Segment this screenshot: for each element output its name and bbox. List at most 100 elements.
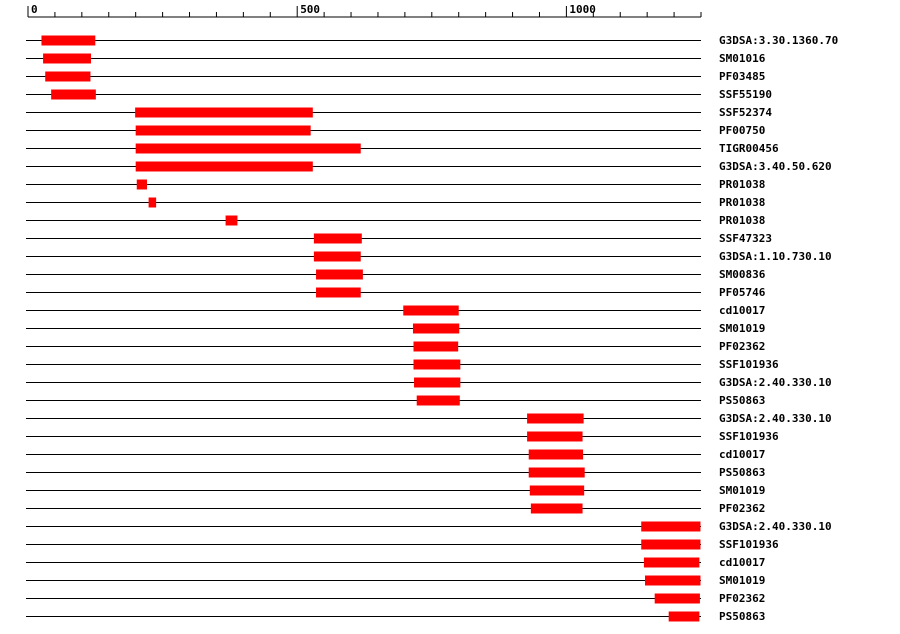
feature-bar[interactable] bbox=[45, 71, 91, 82]
feature-label: TIGR00456 bbox=[719, 142, 779, 155]
feature-label: SM01019 bbox=[719, 322, 765, 335]
feature-bar[interactable] bbox=[529, 485, 585, 496]
feature-label: SM00836 bbox=[719, 268, 766, 281]
feature-track: SSF101936 bbox=[26, 358, 779, 371]
feature-bar[interactable] bbox=[51, 89, 96, 100]
feature-bar[interactable] bbox=[135, 107, 313, 118]
feature-track: G3DSA:3.30.1360.70 bbox=[26, 34, 838, 47]
feature-track: SSF101936 bbox=[26, 538, 779, 551]
feature-label: cd10017 bbox=[719, 448, 765, 461]
feature-label: PF05746 bbox=[719, 286, 766, 299]
feature-track: PS50863 bbox=[26, 394, 765, 407]
feature-track: PF02362 bbox=[26, 502, 765, 515]
feature-track: SM01019 bbox=[26, 322, 765, 335]
feature-bar[interactable] bbox=[403, 305, 459, 316]
feature-bar[interactable] bbox=[528, 467, 585, 478]
feature-bar[interactable] bbox=[313, 233, 362, 244]
feature-label: PF02362 bbox=[719, 592, 765, 605]
feature-label: G3DSA:2.40.330.10 bbox=[719, 376, 832, 389]
feature-track: G3DSA:1.10.730.10 bbox=[26, 250, 832, 263]
feature-bar[interactable] bbox=[645, 575, 701, 586]
feature-track: SSF101936 bbox=[26, 430, 779, 443]
feature-track: SM01016 bbox=[26, 52, 766, 65]
feature-bar[interactable] bbox=[641, 539, 701, 550]
feature-track: G3DSA:2.40.330.10 bbox=[26, 412, 832, 425]
feature-track: PR01038 bbox=[26, 178, 765, 191]
feature-bar[interactable] bbox=[641, 521, 701, 532]
feature-track: PF05746 bbox=[26, 286, 766, 299]
feature-track: PR01038 bbox=[26, 196, 765, 209]
feature-bar[interactable] bbox=[530, 503, 583, 514]
feature-track: PF03485 bbox=[26, 70, 765, 83]
feature-label: PF02362 bbox=[719, 502, 765, 515]
feature-label: SSF101936 bbox=[719, 430, 779, 443]
feature-label: G3DSA:2.40.330.10 bbox=[719, 412, 832, 425]
feature-label: SSF52374 bbox=[719, 106, 772, 119]
feature-label: PF00750 bbox=[719, 124, 765, 137]
feature-track: G3DSA:3.40.50.620 bbox=[26, 160, 832, 173]
position-axis: 0 500 1000 bbox=[27, 3, 702, 18]
feature-track: cd10017 bbox=[26, 556, 765, 569]
axis-tick-label: 500 bbox=[300, 3, 320, 16]
feature-label: SSF47323 bbox=[719, 232, 772, 245]
feature-bar[interactable] bbox=[148, 197, 157, 208]
feature-label: cd10017 bbox=[719, 556, 765, 569]
feature-label: PS50863 bbox=[719, 610, 765, 623]
feature-bar[interactable] bbox=[413, 359, 461, 370]
feature-label: SM01019 bbox=[719, 484, 765, 497]
feature-label: SSF101936 bbox=[719, 538, 779, 551]
feature-label: PR01038 bbox=[719, 178, 765, 191]
feature-label: SM01019 bbox=[719, 574, 765, 587]
axis-tick-label: 1000 bbox=[569, 3, 596, 16]
feature-bar[interactable] bbox=[313, 251, 361, 262]
feature-bar[interactable] bbox=[412, 323, 460, 334]
feature-bar[interactable] bbox=[654, 593, 700, 604]
feature-track: PF02362 bbox=[26, 340, 765, 353]
feature-track: SSF47323 bbox=[26, 232, 772, 245]
feature-bar[interactable] bbox=[414, 377, 461, 388]
feature-bar[interactable] bbox=[416, 395, 460, 406]
feature-track: PS50863 bbox=[26, 610, 765, 623]
feature-bar[interactable] bbox=[135, 125, 311, 136]
feature-bar[interactable] bbox=[668, 611, 700, 622]
feature-bar[interactable] bbox=[316, 287, 361, 298]
feature-track: SM01019 bbox=[26, 574, 765, 587]
feature-track: SM01019 bbox=[26, 484, 765, 497]
feature-bar[interactable] bbox=[135, 161, 313, 172]
feature-track: G3DSA:2.40.330.10 bbox=[26, 520, 832, 533]
feature-label: PS50863 bbox=[719, 466, 765, 479]
feature-bar[interactable] bbox=[527, 431, 583, 442]
feature-label: PF03485 bbox=[719, 70, 765, 83]
feature-label: PR01038 bbox=[719, 196, 765, 209]
feature-label: G3DSA:1.10.730.10 bbox=[719, 250, 832, 263]
feature-bar[interactable] bbox=[643, 557, 700, 568]
feature-track: SM00836 bbox=[26, 268, 766, 281]
feature-track: PF00750 bbox=[26, 124, 765, 137]
feature-label: G3DSA:3.30.1360.70 bbox=[719, 34, 838, 47]
feature-label: cd10017 bbox=[719, 304, 765, 317]
feature-bar[interactable] bbox=[43, 53, 91, 64]
feature-label: PR01038 bbox=[719, 214, 765, 227]
feature-track: SSF55190 bbox=[26, 88, 772, 101]
feature-track: PS50863 bbox=[26, 466, 765, 479]
feature-track: G3DSA:2.40.330.10 bbox=[26, 376, 832, 389]
feature-bar[interactable] bbox=[136, 179, 147, 190]
feature-track: cd10017 bbox=[26, 448, 765, 461]
feature-label: SSF101936 bbox=[719, 358, 779, 371]
feature-tracks: G3DSA:3.30.1360.70 SM01016 PF03485 SSF55190… bbox=[26, 34, 838, 623]
feature-label: SSF55190 bbox=[719, 88, 772, 101]
feature-track: PR01038 bbox=[26, 214, 765, 227]
feature-label: PS50863 bbox=[719, 394, 765, 407]
feature-bar[interactable] bbox=[316, 269, 363, 280]
feature-bar[interactable] bbox=[413, 341, 459, 352]
feature-bar[interactable] bbox=[225, 215, 238, 226]
feature-bar[interactable] bbox=[528, 449, 584, 460]
feature-track: TIGR00456 bbox=[26, 142, 779, 155]
feature-label: G3DSA:2.40.330.10 bbox=[719, 520, 832, 533]
feature-bar[interactable] bbox=[135, 143, 361, 154]
axis-tick-label: 0 bbox=[31, 3, 38, 16]
feature-label: G3DSA:3.40.50.620 bbox=[719, 160, 832, 173]
feature-bar[interactable] bbox=[41, 35, 96, 46]
feature-bar[interactable] bbox=[527, 413, 584, 424]
